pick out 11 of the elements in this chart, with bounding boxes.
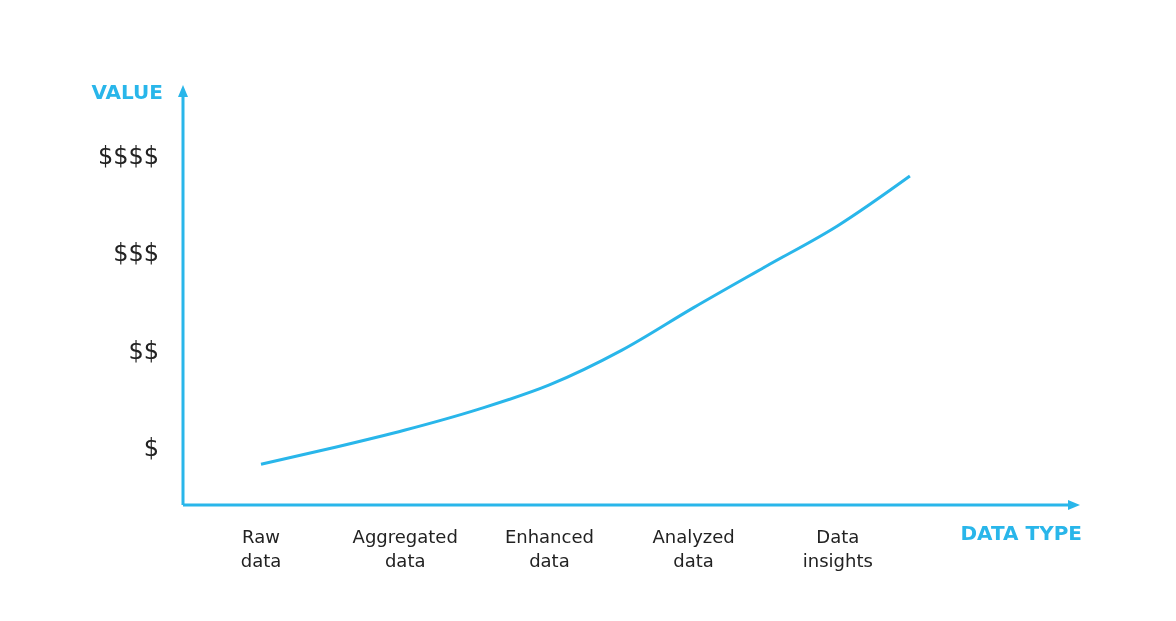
y-axis-title: VALUE <box>91 80 163 104</box>
text: $$$$ <box>97 142 159 171</box>
x-axis-title: DATA TYPE <box>960 521 1082 545</box>
text: $ <box>143 434 159 462</box>
x-tick-label: Raw data <box>240 526 282 571</box>
text: $$ <box>128 336 159 365</box>
x-tick-label: Aggregated data <box>352 526 458 571</box>
text: $$$ <box>113 239 159 268</box>
x-tick-label: Analyzed data <box>652 526 735 571</box>
x-tick-label: Data insights <box>802 526 873 571</box>
x-tick-label: Enhanced data <box>504 526 594 571</box>
